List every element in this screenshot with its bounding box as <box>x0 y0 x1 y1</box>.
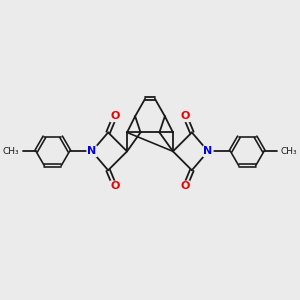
Text: CH₃: CH₃ <box>281 147 297 156</box>
Text: O: O <box>180 182 190 191</box>
Text: N: N <box>203 146 213 156</box>
Text: O: O <box>110 111 120 121</box>
Text: CH₃: CH₃ <box>3 147 19 156</box>
Text: O: O <box>110 182 120 191</box>
Text: O: O <box>180 111 190 121</box>
Text: N: N <box>87 146 97 156</box>
